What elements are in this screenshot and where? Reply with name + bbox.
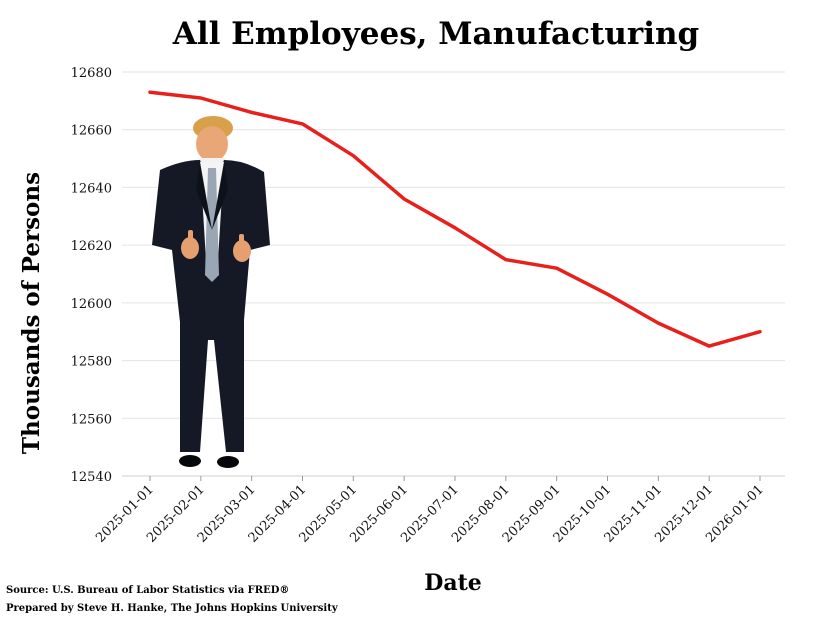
data-point xyxy=(250,110,254,114)
y-tick-label: 12640 xyxy=(71,181,112,196)
data-point xyxy=(707,344,711,348)
y-tick-label: 12680 xyxy=(71,66,112,81)
data-point xyxy=(301,122,304,126)
y-tick-label: 12660 xyxy=(71,124,112,139)
data-point xyxy=(656,321,660,325)
y-tick-labels: 12540 12560 12580 12600 12620 12640 12660 12680 xyxy=(71,66,112,485)
prepared-by-note: Prepared by Steve H. Hanke, The Johns Ho… xyxy=(6,603,338,614)
x-axis-label: Date xyxy=(424,570,482,596)
y-axis-label: Thousands of Persons xyxy=(18,172,45,454)
data-point xyxy=(351,154,355,158)
y-tick-label: 12540 xyxy=(71,470,112,485)
data-point xyxy=(758,330,762,334)
x-tick-labels: 2025-01-012025-02-012025-03-012025-04-01… xyxy=(93,476,767,546)
data-point xyxy=(402,197,406,201)
data-point xyxy=(453,226,457,230)
person-in-suit-thumbs-up-icon xyxy=(152,116,270,468)
y-tick-label: 12600 xyxy=(71,297,112,312)
data-point xyxy=(148,90,152,94)
chart-title: All Employees, Manufacturing xyxy=(172,16,699,52)
y-tick-label: 12560 xyxy=(71,412,112,427)
series-line-layer xyxy=(148,90,762,348)
y-tick-label: 12580 xyxy=(71,355,112,370)
data-point xyxy=(504,258,508,262)
source-note: Source: U.S. Bureau of Labor Statistics … xyxy=(6,585,290,596)
data-point xyxy=(606,292,609,296)
data-point xyxy=(199,96,203,100)
y-tick-label: 12620 xyxy=(71,239,112,254)
data-point xyxy=(555,266,559,270)
